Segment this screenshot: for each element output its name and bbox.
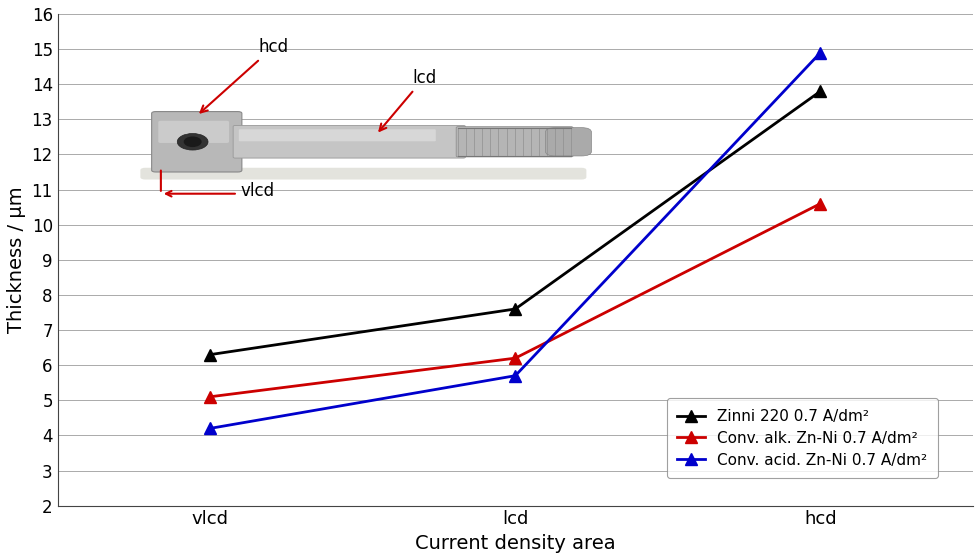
Conv. alk. Zn-Ni 0.7 A/dm² xyxy=(814,200,826,207)
Legend: Zinni 220 0.7 A/dm², Conv. alk. Zn-Ni 0.7 A/dm², Conv. acid. Zn-Ni 0.7 A/dm²: Zinni 220 0.7 A/dm², Conv. alk. Zn-Ni 0.… xyxy=(666,398,938,478)
Y-axis label: Thickness / μm: Thickness / μm xyxy=(7,186,25,333)
Zinni 220 0.7 A/dm² xyxy=(814,88,826,95)
Line: Conv. alk. Zn-Ni 0.7 A/dm²: Conv. alk. Zn-Ni 0.7 A/dm² xyxy=(205,198,826,402)
X-axis label: Current density area: Current density area xyxy=(415,534,615,553)
Conv. alk. Zn-Ni 0.7 A/dm² xyxy=(204,394,216,400)
Conv. acid. Zn-Ni 0.7 A/dm² xyxy=(204,425,216,432)
Conv. acid. Zn-Ni 0.7 A/dm² xyxy=(814,49,826,56)
Line: Conv. acid. Zn-Ni 0.7 A/dm²: Conv. acid. Zn-Ni 0.7 A/dm² xyxy=(205,47,826,434)
Conv. alk. Zn-Ni 0.7 A/dm² xyxy=(510,355,521,362)
Zinni 220 0.7 A/dm² xyxy=(204,351,216,358)
Line: Zinni 220 0.7 A/dm²: Zinni 220 0.7 A/dm² xyxy=(205,86,826,360)
Zinni 220 0.7 A/dm² xyxy=(510,306,521,312)
Conv. acid. Zn-Ni 0.7 A/dm² xyxy=(510,372,521,379)
